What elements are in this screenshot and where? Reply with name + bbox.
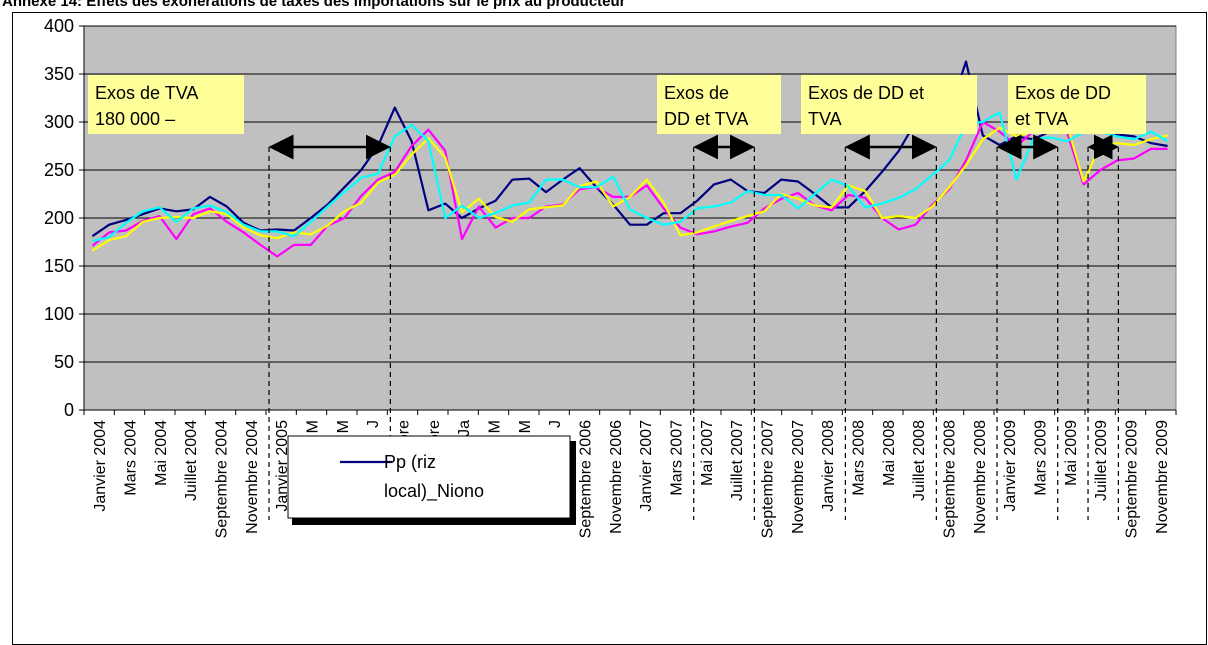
series-group — [91, 60, 1169, 258]
x-tick-label: Mars 2007 — [669, 420, 686, 496]
x-tick-label: Juillet 2007 — [729, 420, 746, 501]
annotation-box-1 — [88, 75, 244, 134]
legend-label: Pp (riz — [384, 452, 436, 472]
annotation-text: DD et TVA — [664, 109, 748, 129]
y-tick-label: 100 — [44, 304, 74, 324]
x-tick-label: Janvier 2005 — [274, 420, 291, 512]
legend: Pp (riz local)_Niono — [287, 435, 576, 525]
legend-label: local)_Niono — [384, 481, 484, 502]
annotation-text: 180 000 – — [95, 109, 175, 129]
x-tick-label: Mai 2004 — [153, 420, 170, 486]
annotation-text: et TVA — [1015, 109, 1068, 129]
annotation-box-4 — [1008, 75, 1146, 134]
y-tick-label: 0 — [64, 400, 74, 420]
x-tick-label: Novembre 2007 — [790, 420, 807, 534]
annotation-text: TVA — [808, 109, 842, 129]
x-tick-label: Novembre 2009 — [1154, 420, 1171, 534]
x-tick-label: M — [335, 420, 352, 433]
x-tick-label: Mai 2007 — [699, 420, 716, 486]
x-tick-label: J — [547, 420, 564, 428]
x-tick-label: Mai 2009 — [1063, 420, 1080, 486]
x-tick-label: Septembre 2008 — [942, 420, 959, 538]
x-tick-label: Mars 2008 — [851, 420, 868, 496]
x-tick-label: M — [517, 420, 534, 433]
x-axis-ticks: Janvier 2004 Mars 2004 Mai 2004 Juillet 200… — [83, 410, 1177, 538]
x-tick-label: M — [305, 420, 322, 433]
x-tick-label: Mars 2009 — [1033, 420, 1050, 496]
page-title: Annexe 14: Effets des exonérations de ta… — [2, 0, 626, 10]
annotation-text: Exos de TVA — [95, 83, 198, 103]
y-tick-label: 350 — [44, 64, 74, 84]
x-tick-label: Juillet 2009 — [1093, 420, 1110, 501]
x-tick-label: J — [365, 420, 382, 428]
legend-box — [287, 435, 571, 519]
x-tick-label: Septembre 2006 — [578, 420, 595, 538]
x-tick-label: Septembre 2009 — [1124, 420, 1141, 538]
x-tick-label: Juillet 2008 — [911, 420, 928, 501]
y-tick-label: 150 — [44, 256, 74, 276]
x-tick-label: Novembre 2008 — [972, 420, 989, 534]
x-tick-label: Septembre 2007 — [760, 420, 777, 538]
annotation-text: Exos de DD et — [808, 83, 924, 103]
x-tick-label: Ja — [456, 420, 473, 437]
y-tick-label: 200 — [44, 208, 74, 228]
annotation-boxes: Exos de TVA 180 000 – Exos de DD et TVA Exos… — [88, 75, 1146, 134]
y-tick-label: 250 — [44, 160, 74, 180]
x-tick-label: Mars 2004 — [123, 420, 140, 496]
x-tick-label: M — [487, 420, 504, 433]
y-axis-ticks: 0 50 100 150 200 250 300 350 400 — [44, 16, 84, 420]
y-tick-label: 50 — [54, 352, 74, 372]
x-tick-label: Janvier 2008 — [820, 420, 837, 512]
x-tick-label: Septembre 2004 — [214, 420, 231, 538]
y-tick-label: 300 — [44, 112, 74, 132]
x-tick-label: Janvier 2004 — [92, 420, 109, 512]
annotation-box-3 — [801, 75, 977, 134]
x-tick-label: Novembre 2004 — [244, 420, 261, 534]
annotation-text: Exos de — [664, 83, 729, 103]
x-tick-label: Novembre 2006 — [608, 420, 625, 534]
x-tick-label: Janvier 2007 — [638, 420, 655, 512]
gridlines — [84, 25, 1176, 363]
x-tick-label: Juillet 2004 — [183, 420, 200, 501]
x-tick-label: Mai 2008 — [881, 420, 898, 486]
series-line-3 — [91, 118, 1168, 252]
y-tick-label: 400 — [44, 16, 74, 36]
annotation-text: Exos de DD — [1015, 83, 1111, 103]
annotation-box-2 — [657, 75, 781, 134]
series-line-4 — [92, 111, 1169, 243]
x-tick-label: Janvier 2009 — [1002, 420, 1019, 512]
series-line-1 — [91, 60, 1168, 238]
